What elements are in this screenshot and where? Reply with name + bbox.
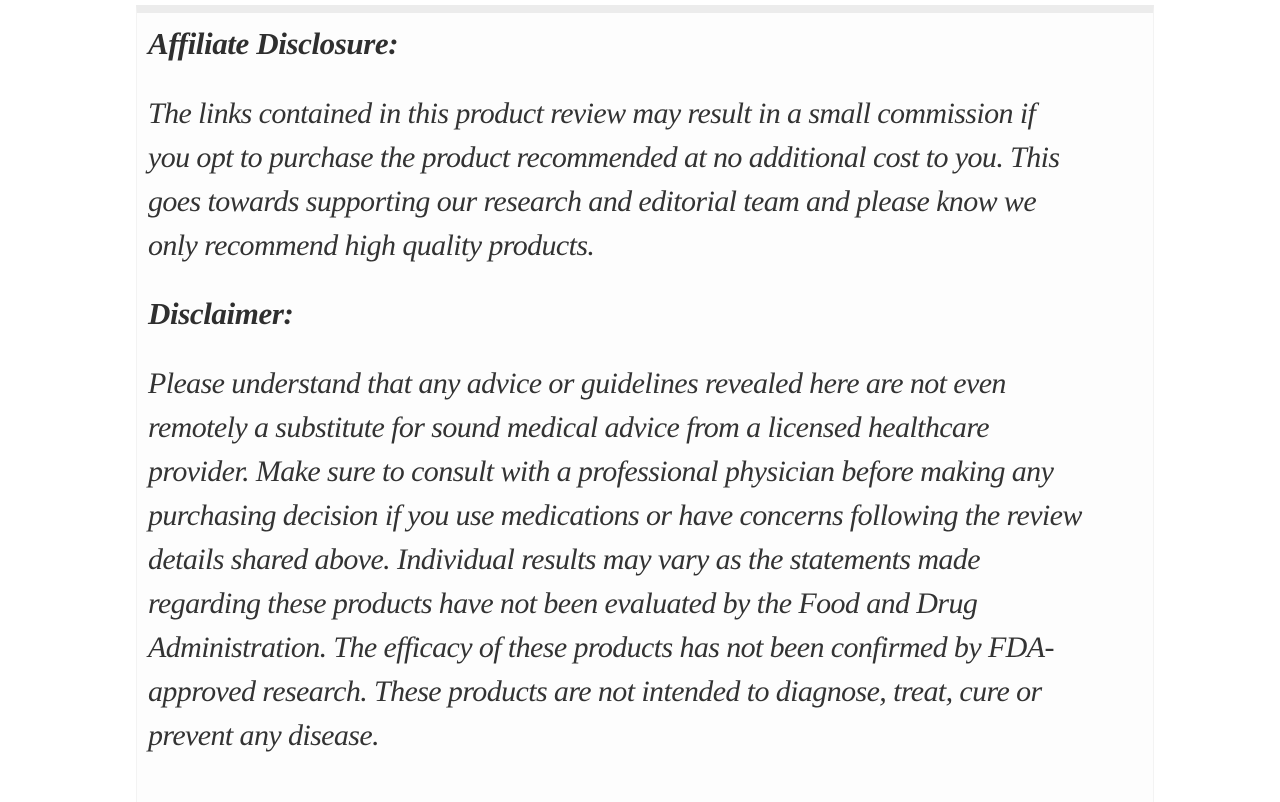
disclaimer-heading: Disclaimer: <box>148 296 294 331</box>
affiliate-disclosure-heading: Affiliate Disclosure: <box>148 26 399 61</box>
disclaimer-paragraph: Please understand that any advice or gui… <box>148 367 1082 752</box>
article-content: Affiliate Disclosure: The links containe… <box>136 5 1154 802</box>
affiliate-disclosure-paragraph: The links contained in this product revi… <box>148 97 1060 262</box>
